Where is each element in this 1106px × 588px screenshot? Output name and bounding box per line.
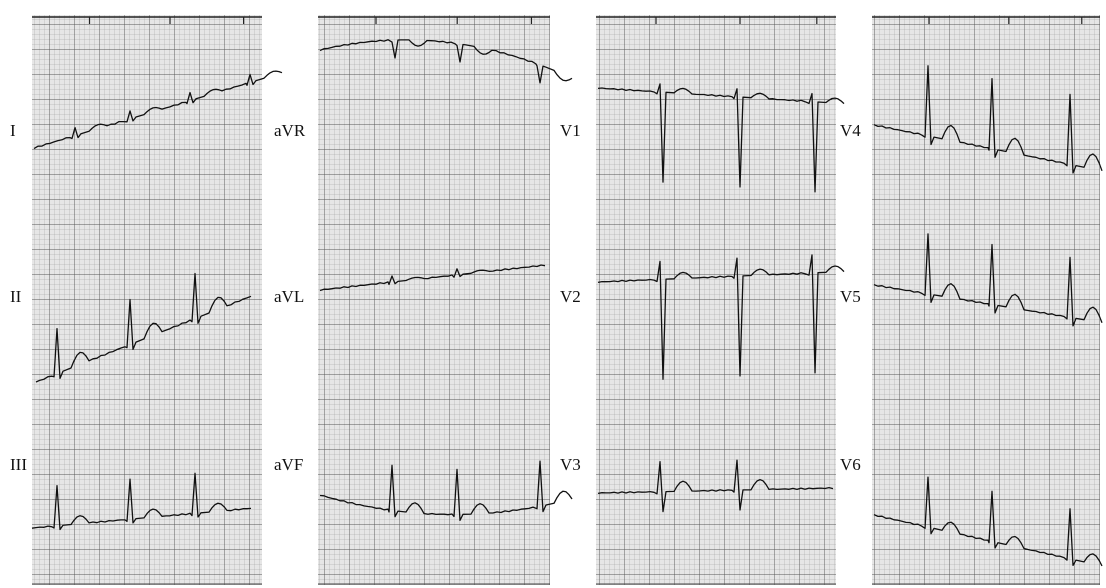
- lead-label: V1: [560, 121, 581, 140]
- lead-label: V3: [560, 455, 581, 474]
- lead-label: III: [10, 455, 27, 474]
- lead-label: aVF: [274, 455, 303, 474]
- lead-label: V6: [840, 455, 861, 474]
- lead-label: aVR: [274, 121, 306, 140]
- grid: [32, 15, 262, 585]
- grid: [872, 15, 1100, 585]
- lead-label: V2: [560, 287, 581, 306]
- grid: [318, 15, 550, 585]
- lead-label: I: [10, 121, 16, 140]
- lead-label: V4: [840, 121, 861, 140]
- lead-label: V5: [840, 287, 861, 306]
- lead-label: aVL: [274, 287, 304, 306]
- lead-label: II: [10, 287, 22, 306]
- ecg-sheet: I II III aVR aVL aVF V1 V2 V3 V4 V5 V6: [0, 0, 1106, 588]
